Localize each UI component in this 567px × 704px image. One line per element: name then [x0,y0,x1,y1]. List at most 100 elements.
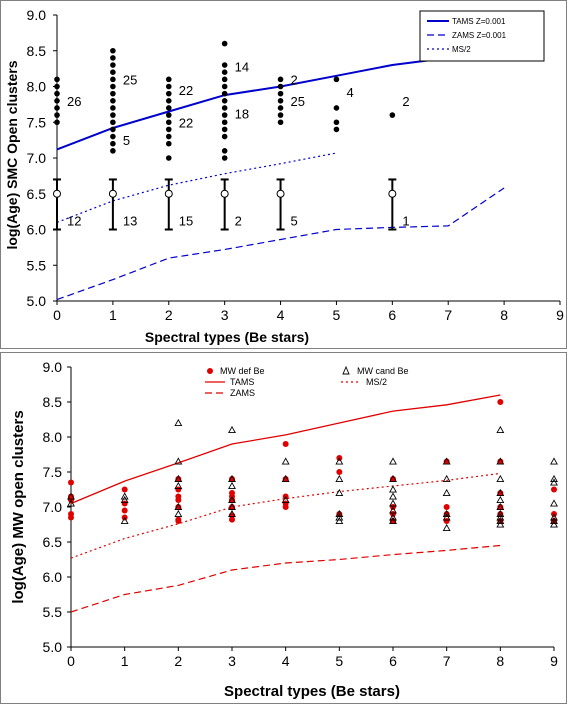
mw-cand-be-point [496,474,505,483]
smc-data-point [221,98,228,104]
mw-cand-be-point [335,488,344,497]
mw-def-be-point [497,458,504,465]
mw-x-axis-label: Spectral types (Be stars) [224,683,400,700]
mw-def-be-point [443,518,450,524]
mw-x-tick-label: 6 [389,653,397,669]
smc-data-point [221,155,228,161]
smc-error-center [164,189,173,198]
smc-error-label: 13 [123,214,137,229]
smc-data-point [110,76,116,83]
mw-y-tick-label: 5.5 [43,604,63,620]
smc-data-point [54,76,60,83]
mw-y-tick-label: 8.0 [43,429,63,445]
mw-y-axis-label: log(Age) MW open clusters [10,410,27,603]
mw-cand-be-point [389,506,397,514]
mw-def-be-point [282,500,289,507]
mw-cand-be-point [120,492,129,500]
smc-count-label: 26 [67,94,81,109]
mw-cand-be-point [389,516,397,525]
mw-cand-be-point [496,516,505,525]
mw-x-tick-label: 0 [67,653,75,669]
smc-data-point [110,62,116,68]
smc-data-point [221,148,228,154]
mw-series-zams [70,544,501,613]
smc-count-label: 22 [179,115,193,130]
mw-cand-be-point [442,523,451,532]
mw-cand-be-point [228,474,236,483]
smc-error-center [388,189,397,198]
smc-data-point [165,90,172,97]
mw-y-tick-label: 6.5 [43,534,63,550]
mw-cand-be-point [228,495,236,504]
mw-cand-be-point [442,474,451,483]
mw-cand-be-point [335,509,344,518]
smc-data-point [333,119,340,126]
mw-def-be-point [390,476,396,482]
smc-x-tick-label: 7 [444,307,452,323]
smc-data-point [110,126,116,133]
mw-series-tams [70,394,501,505]
smc-data-point [221,62,228,68]
mw-cand-be-point [496,457,505,465]
smc-data-point [165,140,172,147]
mw-cand-be-point [120,495,129,504]
smc-data-point [277,90,284,97]
smc-data-point [277,98,284,104]
smc-data-point [165,98,172,104]
mw-cand-be-point [389,457,397,465]
smc-count-label: 25 [291,94,305,109]
mw-legend-swatch-def-be [207,368,213,374]
smc-error-label: 15 [179,214,193,229]
mw-cand-be-point [550,474,558,483]
mw-def-be-point [229,504,235,510]
mw-series-ms-2 [70,472,501,559]
smc-data-point [221,126,228,133]
smc-data-point [221,83,228,90]
mw-cand-be-point [228,425,236,434]
smc-data-point [110,98,116,104]
mw-axes: 5.0 5.5 6.0 6.5 7.0 7.5 8.0 8.5 9.0 0 1 2 3 4 5 6 7 8 9 [43,359,559,669]
smc-data-point [110,90,116,97]
smc-x-tick-label: 4 [277,307,285,323]
mw-cand-be-point [174,474,183,483]
smc-y-tick-label: 7.0 [27,150,47,166]
mw-cand-be-point [174,457,183,465]
smc-data-point [110,47,116,54]
smc-data-point [165,119,172,126]
mw-x-tick-label: 1 [121,653,129,669]
mw-def-be-point [282,441,289,447]
mw-cand-be-point [442,488,451,497]
mw-y-tick-label: 9.0 [43,359,63,375]
mw-cand-be-point [496,509,505,518]
mw-def-be-point [282,476,289,482]
smc-data-point [110,83,116,90]
mw-x-tick-label: 8 [496,653,504,669]
mw-legend-label-def-be: MW def Be [220,366,265,376]
mw-cand-be-point [228,509,236,518]
mw-def-be-point [175,504,182,510]
smc-legend-label: MS/2 [452,45,471,54]
mw-cand-be-point [496,502,505,511]
mw-def-be-point [68,493,74,500]
smc-count-label: 4 [346,85,353,100]
mw-cand-be-point [389,485,397,493]
mw-def-be-point [497,490,504,496]
mw-legend: MW def Be MW cand Be TAMS MS/2 ZAMS [205,365,409,398]
smc-error-label: 1 [402,214,409,229]
smc-data-point [165,112,172,118]
mw-y-tick-label: 7.5 [43,464,63,480]
mw-def-be-point [175,476,182,482]
smc-data-point [221,119,228,126]
smc-data-point [165,105,172,111]
smc-count-label: 5 [123,133,130,148]
mw-cand-be-point [67,492,75,500]
mw-cand-be-point [389,499,397,507]
smc-data-point [277,105,284,111]
smc-legend-label: TAMS Z=0.001 [452,17,506,26]
mw-cand-be-point [335,474,344,483]
smc-error-label: 2 [235,214,242,229]
mw-legend-swatch-cand-be [342,365,350,375]
mw-cand-be-point [442,513,451,521]
